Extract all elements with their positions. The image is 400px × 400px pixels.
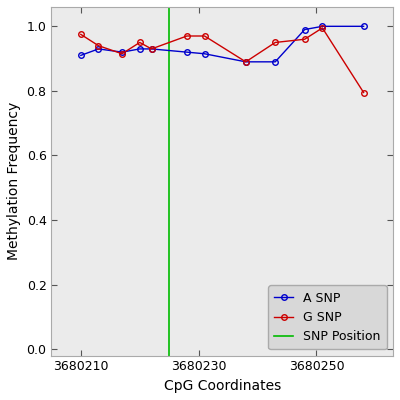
Y-axis label: Methylation Frequency: Methylation Frequency: [7, 102, 21, 260]
X-axis label: CpG Coordinates: CpG Coordinates: [164, 379, 281, 393]
Legend: A SNP, G SNP, SNP Position: A SNP, G SNP, SNP Position: [268, 285, 387, 349]
